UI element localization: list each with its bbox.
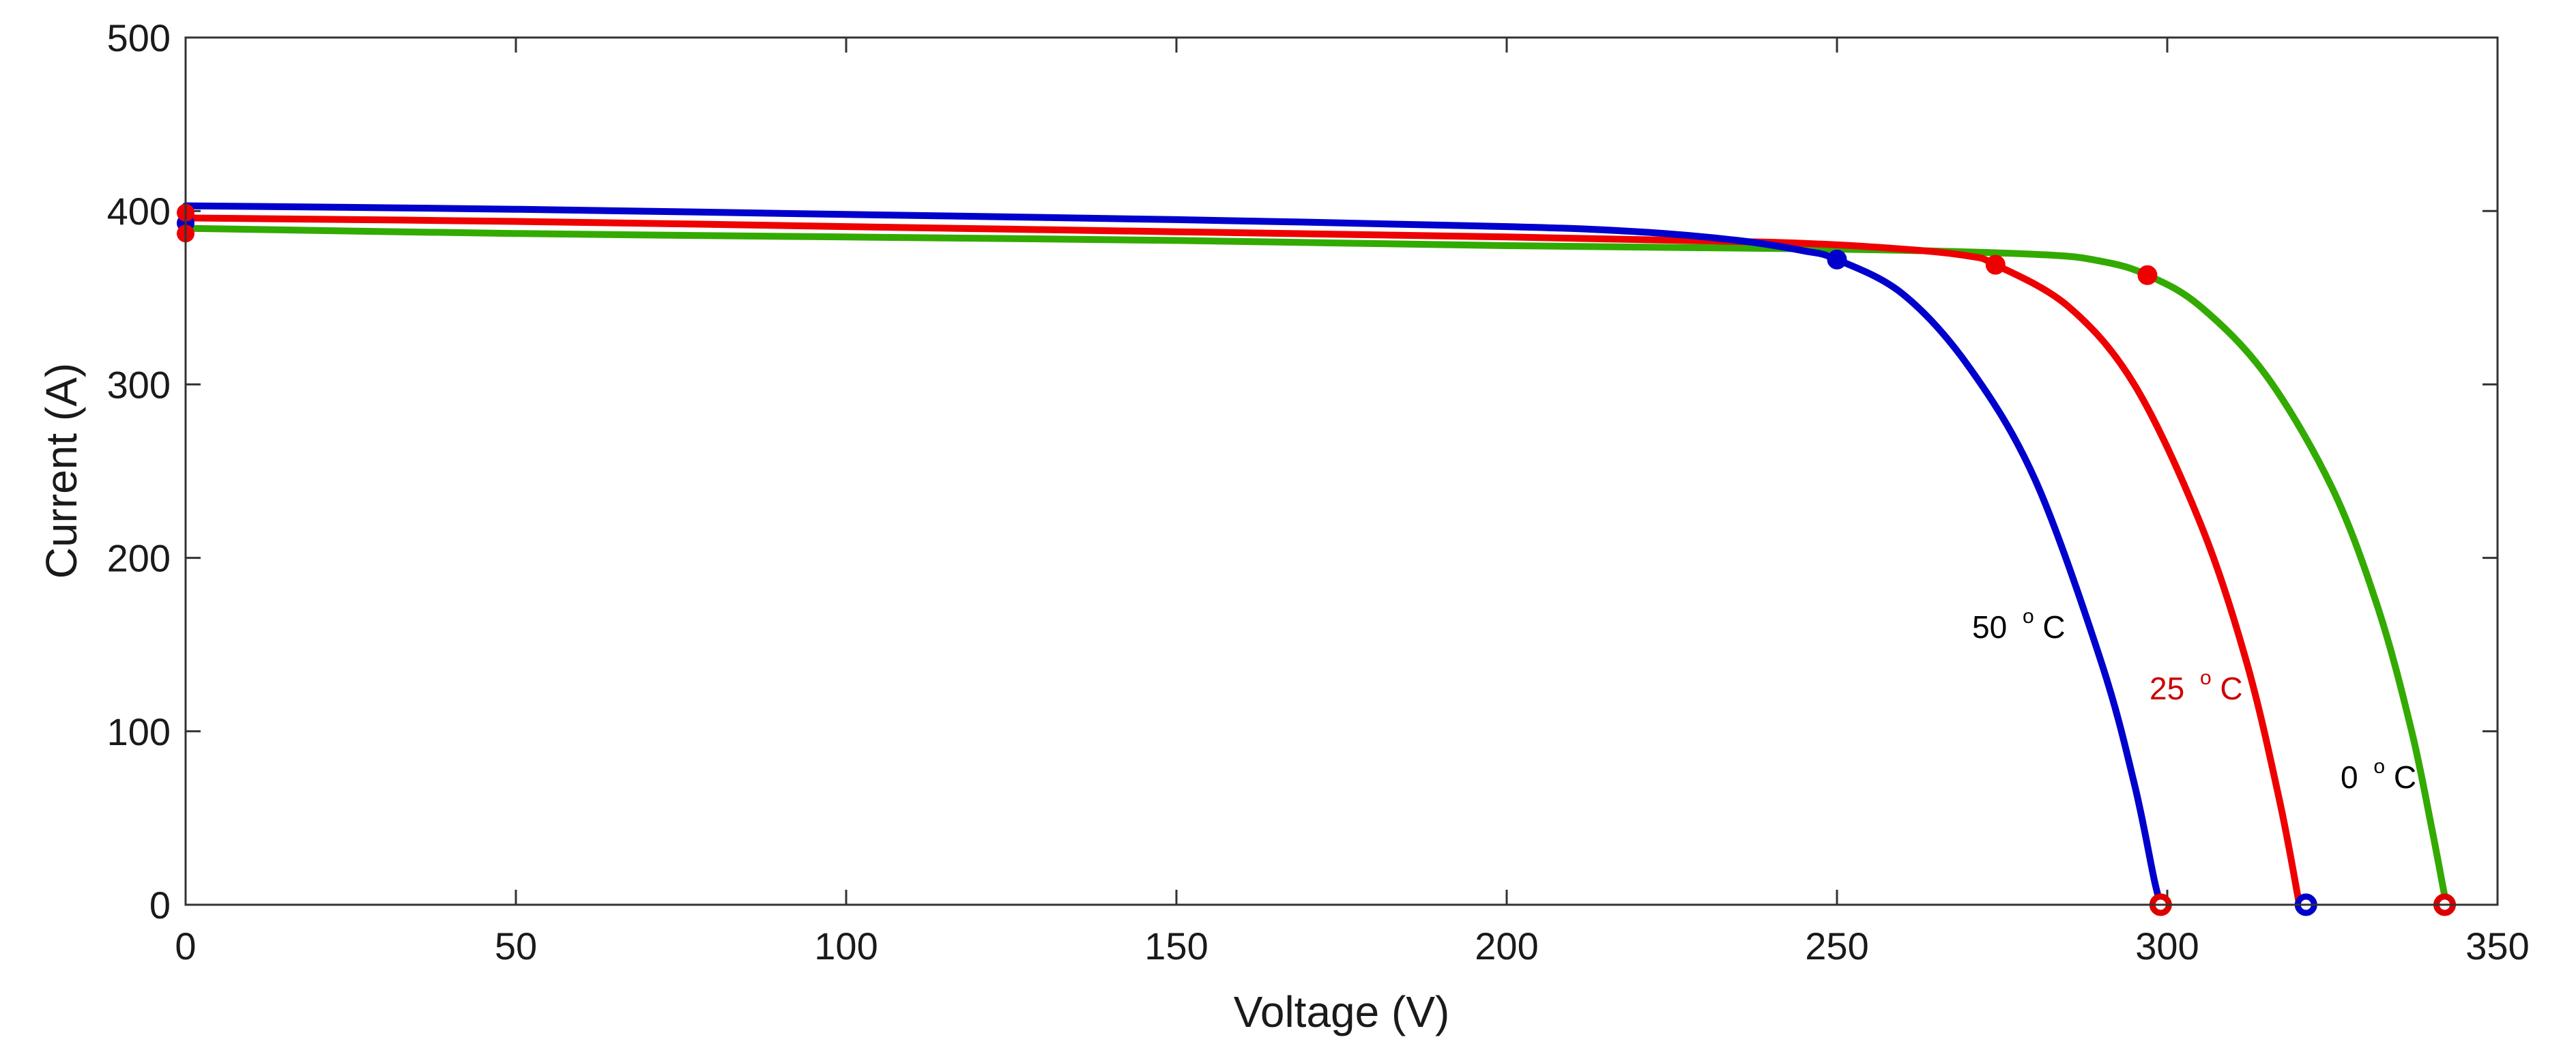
series-label-50c-number: 50: [1972, 609, 2007, 645]
mpp-marker-25c: [1985, 255, 2006, 275]
series-layer: [182, 202, 2448, 908]
y-tick-label-300: 300: [107, 363, 171, 406]
series-label-0c: 0 o C: [2341, 744, 2416, 795]
x-axis-label: Voltage (V): [1234, 987, 1450, 1036]
mpp-marker-0c: [2137, 265, 2158, 285]
x-tick-label-100: 100: [814, 925, 878, 968]
series-line-50c: [182, 202, 2165, 908]
x-tick-label-150: 150: [1144, 925, 1208, 968]
plot-frame: [184, 36, 2499, 906]
series-label-25c: 25 o C: [2150, 656, 2243, 706]
y-tick-label-100: 100: [107, 710, 171, 753]
y-tick-label-400: 400: [107, 190, 171, 233]
series-label-0c-degree: o: [2373, 755, 2385, 778]
x-tick-label-350: 350: [2465, 925, 2529, 968]
y-tick-label-200: 200: [107, 537, 171, 580]
series-label-25c-degree: o: [2200, 667, 2212, 689]
x-tick-label-300: 300: [2135, 925, 2199, 968]
series-label-0c-number: 0: [2341, 759, 2358, 795]
series-label-50c-unit: C: [2042, 609, 2065, 645]
x-tick-label-200: 200: [1475, 925, 1538, 968]
annotation-layer: 50 o C 25 o C 0 o C: [1972, 594, 2416, 795]
x-tick-label-250: 250: [1805, 925, 1868, 968]
x-tick-label-0: 0: [175, 925, 196, 968]
series-label-50c-degree: o: [2023, 605, 2034, 628]
series-label-0c-unit: C: [2394, 759, 2416, 795]
y-tick-label-0: 0: [149, 884, 171, 927]
series-line-25c: [182, 214, 2303, 908]
series-label-25c-unit: C: [2220, 671, 2242, 706]
series-label-25c-number: 25: [2150, 671, 2184, 706]
labels-layer: Voltage (V) Current (A): [37, 363, 1449, 1036]
mpp-marker-50c: [1827, 249, 1847, 270]
y-axis-label: Current (A): [37, 363, 86, 579]
series-label-50c: 50 o C: [1972, 594, 2066, 645]
y-tick-label-500: 500: [107, 16, 171, 59]
x-tick-label-50: 50: [495, 925, 537, 968]
